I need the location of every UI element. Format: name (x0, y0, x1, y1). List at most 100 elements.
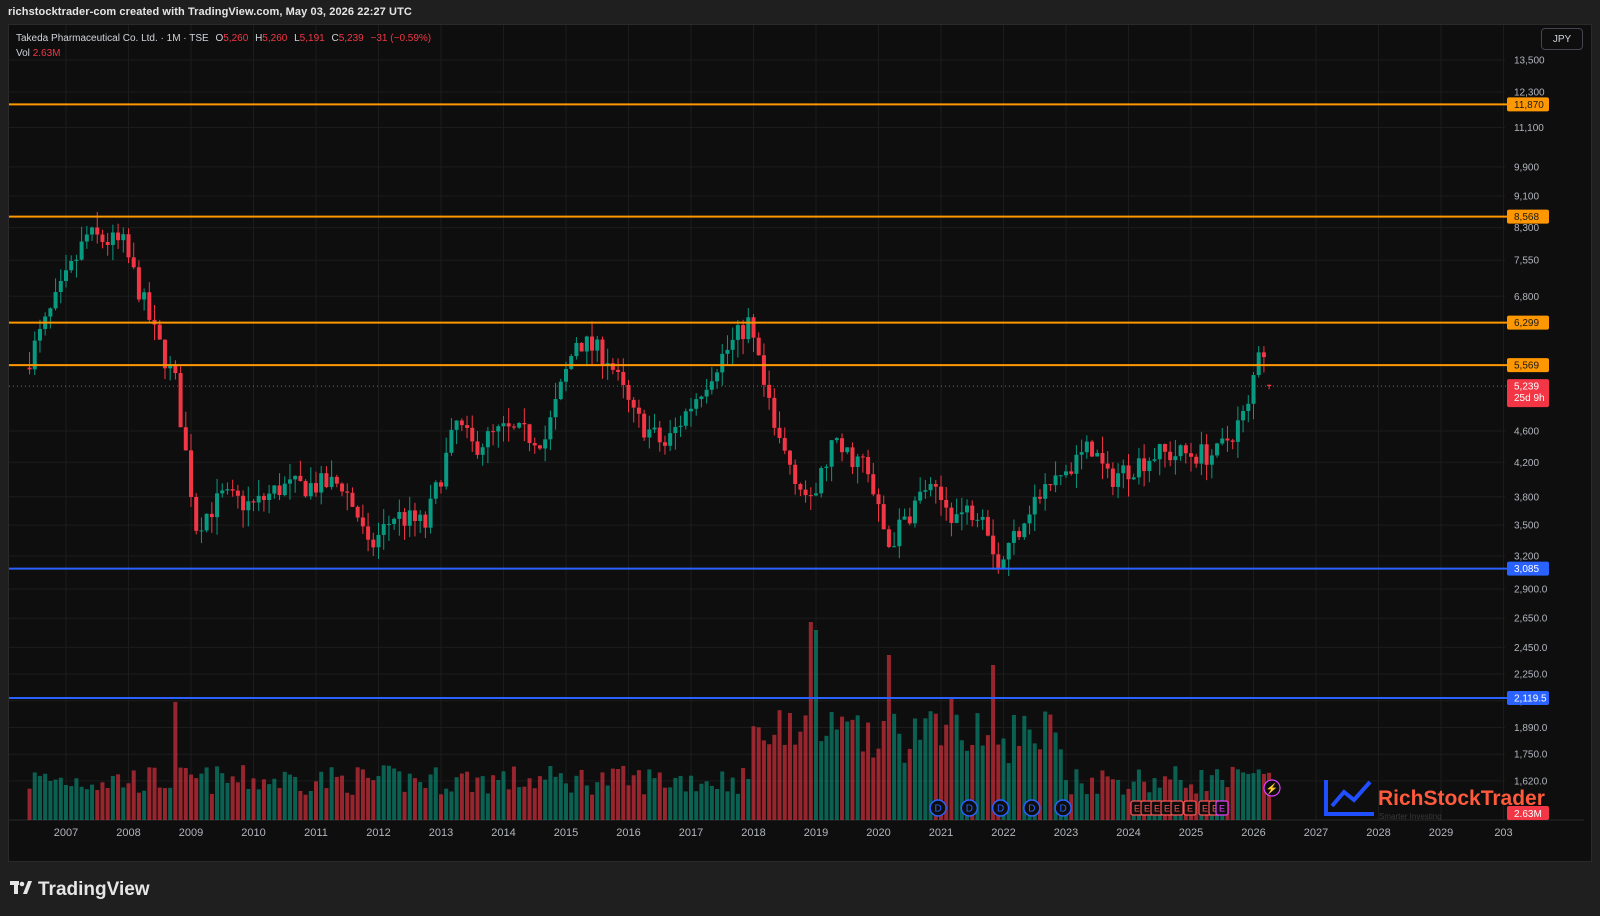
candle-body[interactable] (871, 474, 876, 495)
candle-body[interactable] (1267, 384, 1272, 387)
candle-body[interactable] (1105, 463, 1110, 469)
candle-body[interactable] (142, 292, 147, 300)
dividend-marker[interactable] (1054, 799, 1072, 817)
candle-body[interactable] (1022, 523, 1027, 538)
candle-body[interactable] (470, 427, 475, 442)
candle-body[interactable] (866, 456, 871, 475)
candle-body[interactable] (392, 518, 397, 524)
candle-body[interactable] (683, 411, 688, 426)
candle-body[interactable] (74, 259, 79, 261)
candle-body[interactable] (782, 438, 787, 451)
candle-body[interactable] (168, 364, 173, 369)
candle-body[interactable] (282, 483, 287, 496)
candle-body[interactable] (116, 232, 121, 241)
candle-body[interactable] (1220, 438, 1225, 444)
candle-body[interactable] (689, 408, 693, 412)
candle-body[interactable] (704, 389, 709, 397)
candle-body[interactable] (1241, 411, 1246, 421)
candle-body[interactable] (923, 490, 928, 492)
candle-body[interactable] (1126, 465, 1131, 480)
candle-body[interactable] (725, 349, 730, 354)
candle-body[interactable] (433, 482, 438, 499)
candle-body[interactable] (439, 482, 443, 487)
candle-body[interactable] (694, 399, 699, 409)
candle-body[interactable] (709, 381, 714, 390)
candle-body[interactable] (970, 505, 975, 521)
candle-body[interactable] (522, 423, 527, 425)
candle-body[interactable] (543, 439, 548, 449)
candle-body[interactable] (636, 407, 641, 414)
candle-body[interactable] (100, 234, 105, 242)
candle-body[interactable] (1037, 496, 1042, 499)
candle-body[interactable] (1064, 471, 1068, 476)
candle-body[interactable] (1162, 444, 1167, 452)
candle-body[interactable] (912, 500, 917, 524)
candle-body[interactable] (814, 493, 818, 496)
candle-body[interactable] (881, 504, 886, 530)
candle-body[interactable] (584, 336, 589, 352)
earnings-marker[interactable] (1215, 800, 1229, 816)
candle-body[interactable] (855, 456, 860, 468)
candle-body[interactable] (595, 339, 600, 351)
candle-body[interactable] (1246, 403, 1251, 412)
candle-body[interactable] (147, 292, 152, 320)
candle-body[interactable] (53, 292, 58, 309)
candle-body[interactable] (293, 475, 298, 480)
candle-body[interactable] (501, 423, 506, 427)
candle-body[interactable] (1204, 444, 1209, 465)
candle-body[interactable] (1251, 375, 1256, 404)
upcoming-event-icon[interactable] (1263, 779, 1281, 797)
candle-body[interactable] (678, 425, 683, 427)
candle-body[interactable] (829, 440, 834, 467)
candle-body[interactable] (824, 466, 829, 469)
candle-body[interactable] (564, 368, 568, 382)
candle-body[interactable] (1001, 559, 1006, 569)
candle-body[interactable] (642, 413, 647, 438)
candle-body[interactable] (647, 429, 652, 438)
candle-body[interactable] (69, 260, 74, 271)
candle-body[interactable] (381, 524, 386, 535)
candle-body[interactable] (772, 397, 777, 428)
candle-body[interactable] (1017, 531, 1022, 538)
candle-body[interactable] (314, 483, 318, 493)
candle-body[interactable] (803, 489, 808, 496)
candle-body[interactable] (886, 529, 891, 547)
candle-body[interactable] (37, 328, 42, 341)
candle-body[interactable] (735, 325, 740, 340)
candle-body[interactable] (334, 476, 339, 484)
candle-body[interactable] (386, 523, 391, 525)
candle-body[interactable] (465, 425, 470, 428)
candle-body[interactable] (662, 442, 667, 446)
candle-body[interactable] (428, 498, 433, 528)
candle-body[interactable] (485, 431, 490, 448)
candle-body[interactable] (876, 494, 881, 505)
candle-body[interactable] (329, 476, 334, 488)
candle-body[interactable] (1043, 484, 1048, 499)
candle-body[interactable] (1084, 441, 1089, 453)
candle-body[interactable] (741, 325, 746, 340)
candle-body[interactable] (345, 491, 350, 493)
currency-button[interactable]: JPY (1541, 28, 1583, 50)
candle-body[interactable] (746, 317, 751, 340)
candle-body[interactable] (449, 429, 454, 453)
candle-body[interactable] (902, 516, 907, 520)
candle-body[interactable] (652, 427, 657, 430)
candle-body[interactable] (444, 452, 449, 487)
candle-body[interactable] (975, 519, 980, 521)
candle-body[interactable] (1090, 441, 1095, 457)
candle-body[interactable] (110, 232, 115, 245)
candle-body[interactable] (194, 496, 199, 531)
dividend-marker[interactable] (1023, 799, 1041, 817)
candle-body[interactable] (397, 512, 402, 519)
candle-body[interactable] (491, 431, 496, 433)
candle-body[interactable] (287, 479, 292, 484)
candle-body[interactable] (1235, 420, 1240, 442)
candle-body[interactable] (1011, 531, 1016, 543)
candle-body[interactable] (761, 355, 766, 385)
candle-body[interactable] (162, 339, 167, 369)
candle-body[interactable] (798, 483, 803, 490)
candle-body[interactable] (590, 336, 595, 351)
candle-body[interactable] (933, 484, 938, 487)
candle-body[interactable] (475, 441, 480, 455)
